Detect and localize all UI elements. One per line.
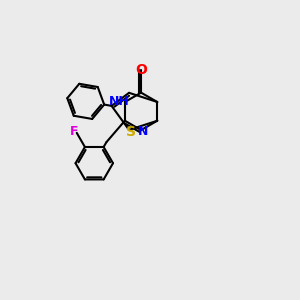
- Text: O: O: [135, 63, 147, 77]
- Text: F: F: [70, 125, 79, 138]
- Text: S: S: [126, 125, 136, 139]
- Text: NH: NH: [109, 95, 130, 108]
- Text: N: N: [137, 125, 148, 138]
